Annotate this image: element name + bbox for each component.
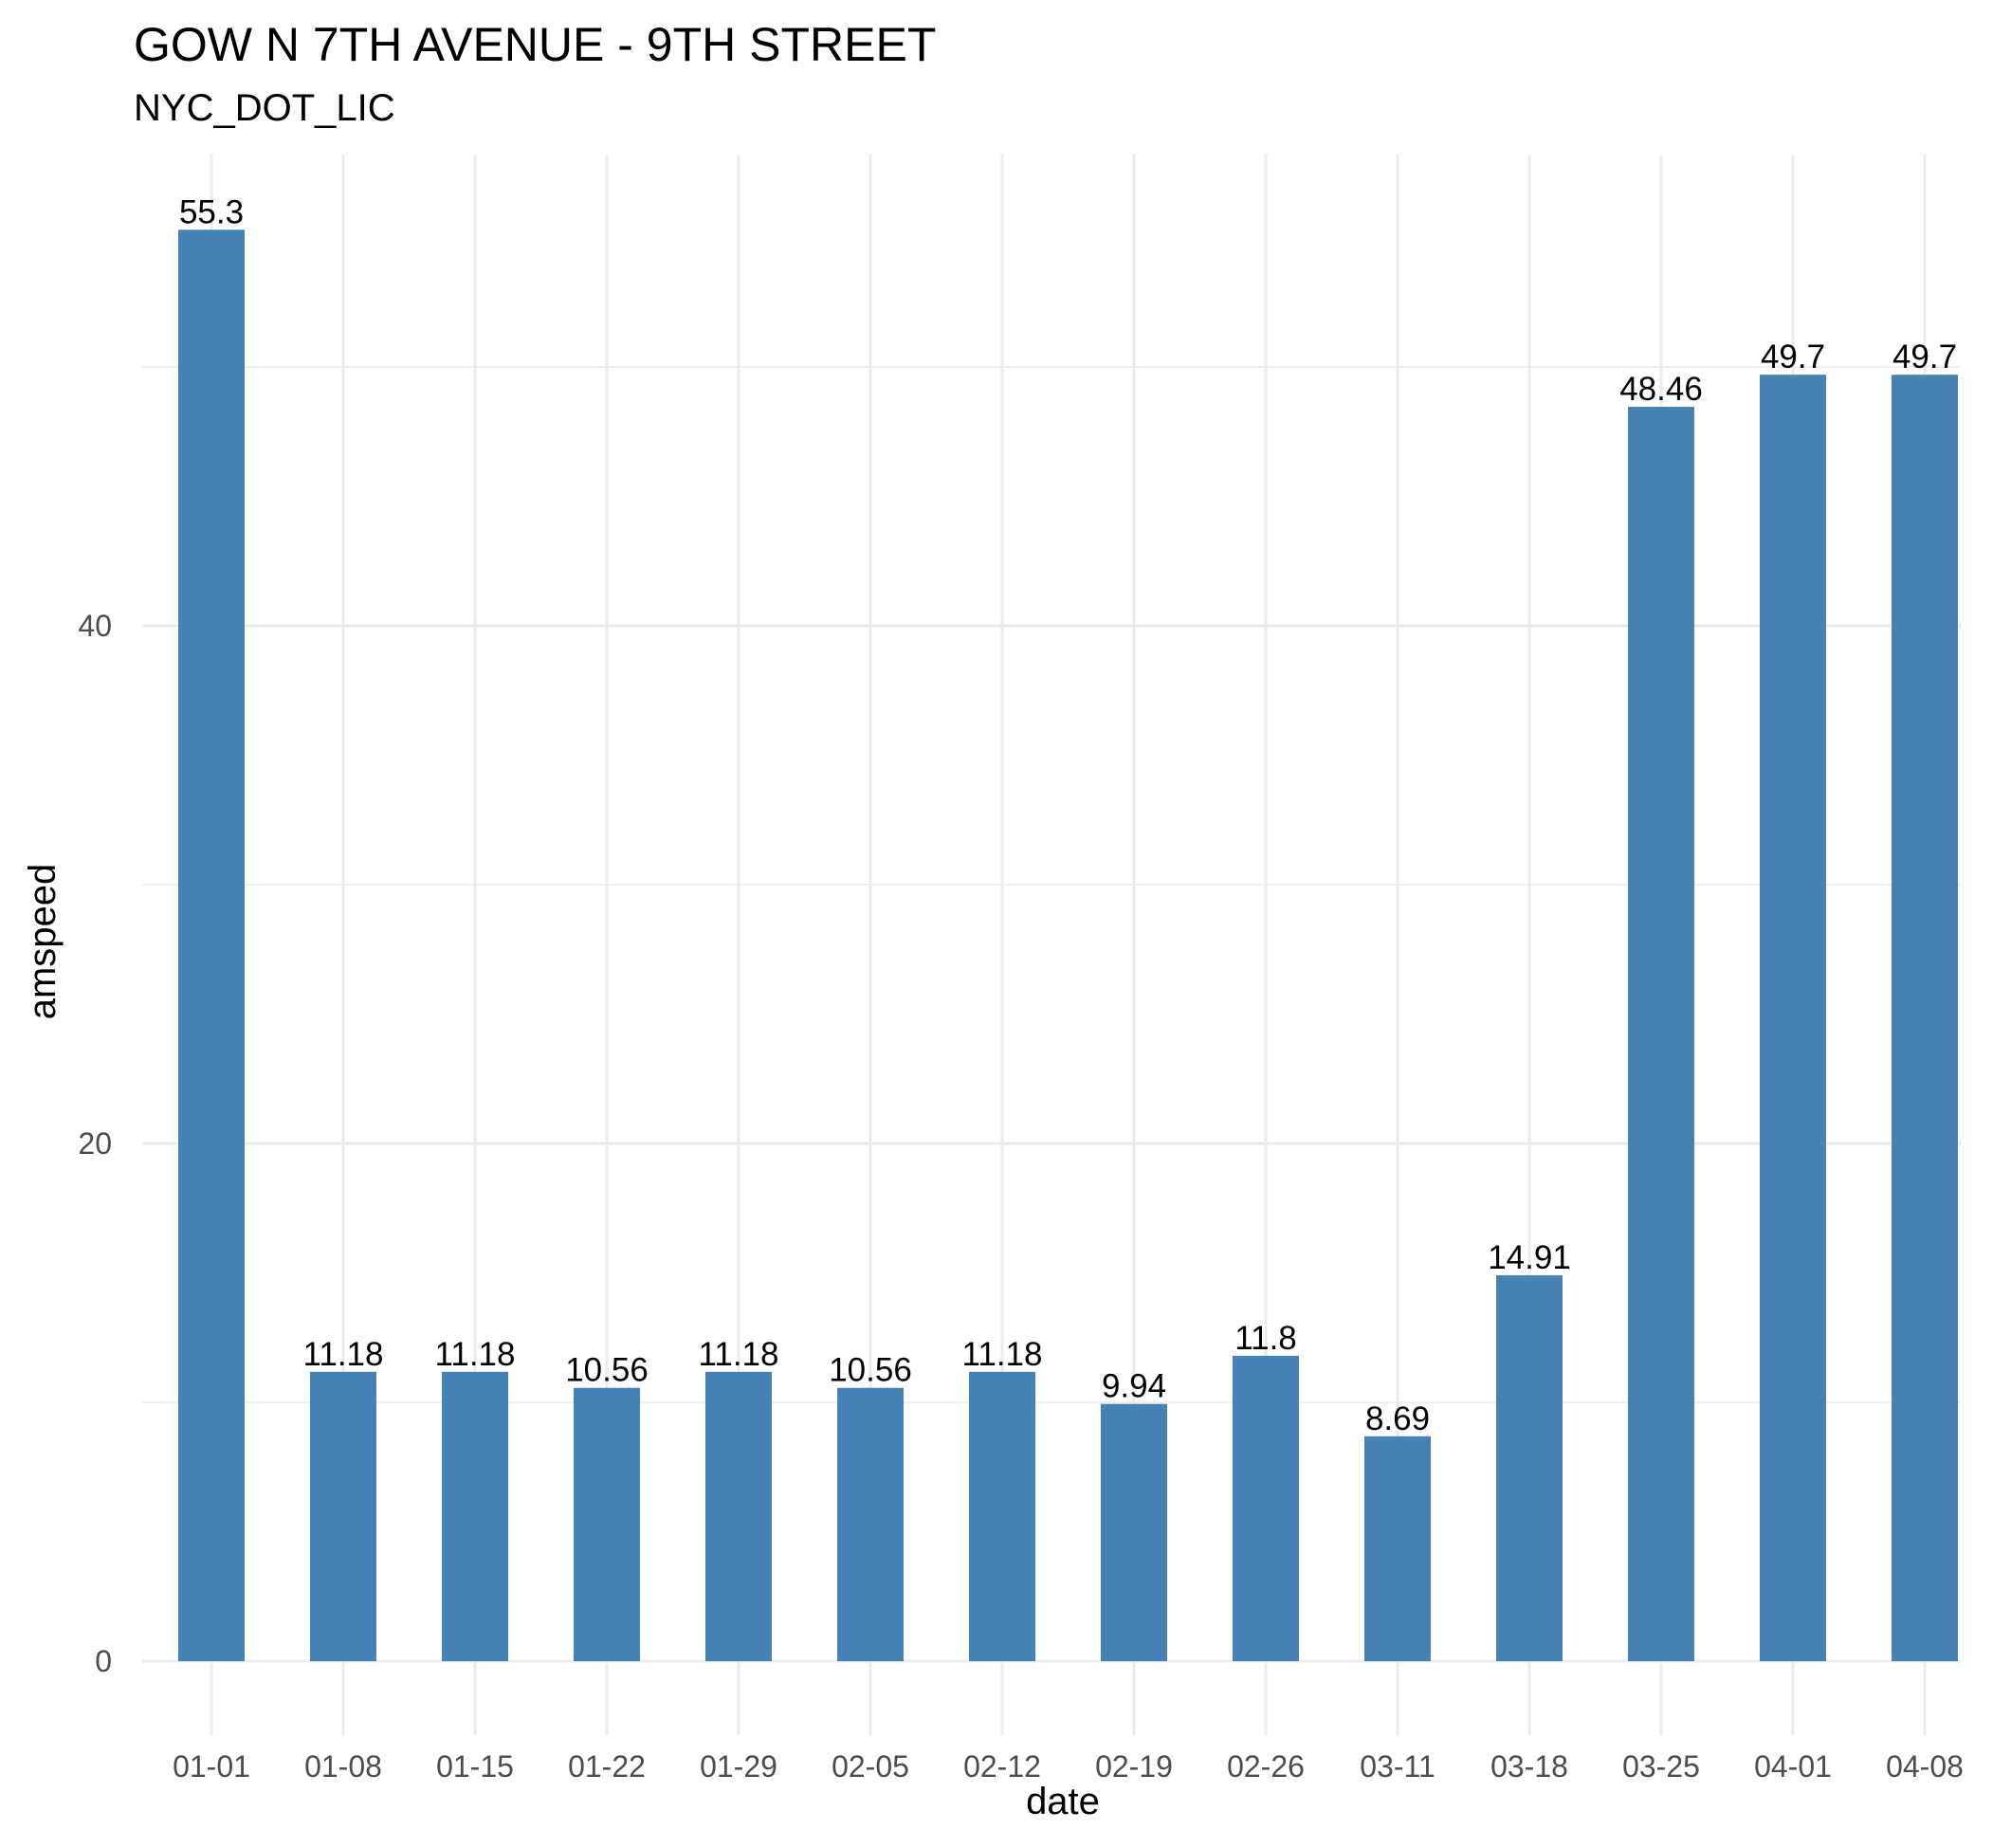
data-label: 14.91: [1488, 1239, 1571, 1276]
data-label: 8.69: [1365, 1400, 1430, 1437]
bar: [574, 1387, 640, 1661]
data-label: 10.56: [565, 1352, 649, 1389]
data-label: 49.7: [1892, 338, 1957, 375]
chart-subtitle: NYC_DOT_LIC: [134, 87, 395, 129]
x-tick-label: 04-08: [1886, 1749, 1964, 1784]
x-tick-label: 03-18: [1490, 1749, 1568, 1784]
x-tick-label: 04-01: [1754, 1749, 1832, 1784]
bar: [1892, 375, 1958, 1662]
bar: [1760, 375, 1826, 1662]
y-axis-title: amspeed: [22, 864, 64, 1020]
bar: [969, 1371, 1035, 1661]
x-tick-label: 01-29: [700, 1749, 777, 1784]
chart-title: GOW N 7TH AVENUE - 9TH STREET: [134, 18, 937, 71]
bar: [1101, 1403, 1167, 1661]
data-label: 49.7: [1761, 338, 1825, 375]
data-label: 10.56: [829, 1352, 912, 1389]
data-label: 11.18: [303, 1336, 384, 1373]
axes: 01-01 01-08 01-15 01-22 01-29 02-05 02-12 02-19…: [78, 609, 1964, 1784]
y-tick-label: 20: [78, 1126, 112, 1161]
x-tick-label: 01-08: [304, 1749, 382, 1784]
bars: [178, 229, 1958, 1662]
x-tick-label: 02-19: [1095, 1749, 1173, 1784]
bar: [1496, 1274, 1563, 1661]
x-tick-label: 01-15: [436, 1749, 514, 1784]
bar: [705, 1371, 772, 1661]
x-tick-label: 03-25: [1622, 1749, 1700, 1784]
bar: [310, 1371, 376, 1661]
bar: [1233, 1355, 1299, 1661]
x-tick-label: 01-22: [568, 1749, 646, 1784]
y-tick-label: 40: [78, 609, 112, 643]
bar: [442, 1371, 508, 1661]
data-labels: 55.3 11.18 11.18 10.56 11.18 10.56 11.18 9.94 11…: [179, 193, 1957, 1436]
data-label: 11.18: [962, 1336, 1043, 1373]
bar: [178, 229, 245, 1661]
x-tick-label: 02-05: [832, 1749, 909, 1784]
y-tick-label: 0: [95, 1644, 112, 1678]
data-label: 48.46: [1619, 371, 1703, 408]
x-tick-label: 02-26: [1227, 1749, 1305, 1784]
x-axis-title: date: [1026, 1781, 1100, 1822]
data-label: 11.18: [699, 1336, 779, 1373]
x-tick-label: 03-11: [1360, 1749, 1435, 1784]
data-label: 11.18: [435, 1336, 516, 1373]
data-label: 55.3: [179, 193, 244, 230]
bar: [837, 1387, 904, 1661]
data-label: 9.94: [1102, 1368, 1166, 1405]
bar: [1364, 1436, 1431, 1661]
bar: [1628, 407, 1694, 1661]
data-label: 11.8: [1234, 1320, 1297, 1357]
x-tick-label: 01-01: [173, 1749, 250, 1784]
x-tick-label: 02-12: [963, 1749, 1041, 1784]
